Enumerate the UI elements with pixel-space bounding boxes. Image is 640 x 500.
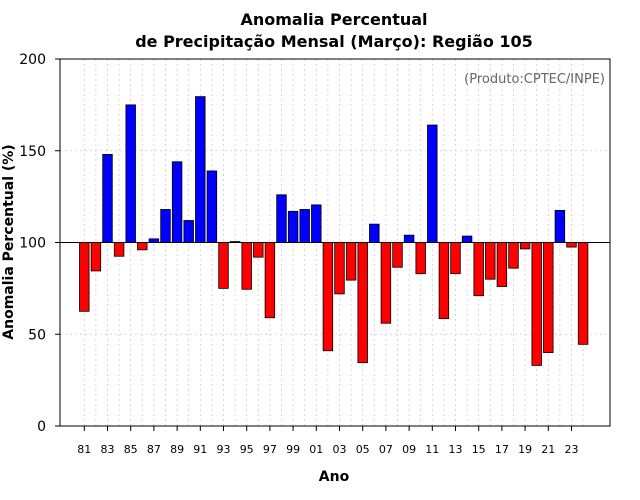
x-tick-label: 19 xyxy=(518,443,532,456)
bar-1988 xyxy=(160,209,171,243)
y-tick-label: 150 xyxy=(19,144,46,160)
x-tick-label: 15 xyxy=(472,443,486,456)
x-tick-label: 09 xyxy=(402,443,416,456)
bar-2004 xyxy=(345,242,357,281)
x-tick-label: 07 xyxy=(379,443,393,456)
chart-title-line1: Anomalia Percentual xyxy=(240,10,427,29)
x-tick-label: 97 xyxy=(263,443,277,456)
x-tick-label: 81 xyxy=(77,443,91,456)
x-tick-label: 85 xyxy=(124,443,138,456)
bars xyxy=(79,96,589,366)
bar-2013 xyxy=(450,242,461,275)
x-tick-label: 13 xyxy=(449,443,463,456)
x-tick-label: 01 xyxy=(309,443,323,456)
bar-1993 xyxy=(218,242,229,289)
bar-1982 xyxy=(90,242,102,272)
bar-2020 xyxy=(531,242,542,366)
bar-1986 xyxy=(137,242,148,251)
bar-2006 xyxy=(369,223,380,243)
bar-1984 xyxy=(113,242,125,257)
x-tick-label: 83 xyxy=(101,443,115,456)
bar-2024 xyxy=(577,242,589,345)
bar-2011 xyxy=(427,124,438,243)
x-tick-label: 23 xyxy=(565,443,579,456)
bar-1998 xyxy=(276,194,287,243)
x-tick-label: 03 xyxy=(333,443,347,456)
y-tick-label: 50 xyxy=(28,327,46,343)
source-annotation: (Produto:CPTEC/INPE) xyxy=(464,72,605,87)
bar-1983 xyxy=(102,154,113,243)
x-tick-label: 95 xyxy=(240,443,254,456)
y-tick-label: 200 xyxy=(19,52,46,68)
grid xyxy=(60,59,610,426)
bar-2010 xyxy=(415,242,426,275)
y-axis: 0 50 100 150 200 xyxy=(19,52,60,435)
y-tick-label: 0 xyxy=(37,419,46,435)
bar-2022 xyxy=(554,209,566,243)
bar-2003 xyxy=(334,242,345,295)
x-axis: 81 83 85 87 89 91 93 95 97 99 01 03 05 07 09 11 13 15 17 19… xyxy=(77,426,579,456)
x-tick-label: 05 xyxy=(356,443,370,456)
bar-2018 xyxy=(508,242,519,269)
y-axis-label: Anomalia Percentual (%) xyxy=(1,144,17,339)
bar-1991 xyxy=(195,96,206,243)
bar-2009 xyxy=(403,234,415,243)
bar-2015 xyxy=(473,242,484,297)
chart-title-line2: de Precipitação Mensal (Março): Região 1… xyxy=(135,32,533,51)
bar-2007 xyxy=(380,242,392,324)
bar-1995 xyxy=(241,242,252,290)
x-tick-label: 91 xyxy=(193,443,207,456)
bar-1989 xyxy=(171,161,183,243)
bar-2014 xyxy=(461,235,473,243)
bar-1981 xyxy=(79,242,90,312)
bar-1999 xyxy=(287,210,299,243)
bar-1987 xyxy=(148,238,160,243)
x-tick-label: 89 xyxy=(170,443,184,456)
bar-2012 xyxy=(438,242,450,320)
x-tick-label: 11 xyxy=(425,443,439,456)
x-tick-label: 93 xyxy=(217,443,231,456)
bar-2005 xyxy=(357,242,368,364)
x-axis-label: Ano xyxy=(319,469,350,485)
bar-1990 xyxy=(183,220,194,243)
bar-2021 xyxy=(543,242,554,353)
bar-2016 xyxy=(485,242,496,280)
bar-2023 xyxy=(566,242,577,248)
y-tick-label: 100 xyxy=(19,236,46,252)
bar-2002 xyxy=(322,242,334,352)
bar-2000 xyxy=(299,209,310,243)
x-tick-label: 99 xyxy=(286,443,300,456)
bar-2019 xyxy=(519,242,531,250)
bar-2017 xyxy=(496,242,508,287)
bar-1992 xyxy=(206,170,218,243)
bar-1997 xyxy=(264,242,276,319)
x-tick-label: 17 xyxy=(495,443,509,456)
bar-2001 xyxy=(311,204,322,243)
bar-1985 xyxy=(125,104,136,243)
bar-1996 xyxy=(253,242,264,258)
bar-2008 xyxy=(392,242,403,268)
x-tick-label: 87 xyxy=(147,443,161,456)
x-tick-label: 21 xyxy=(541,443,555,456)
